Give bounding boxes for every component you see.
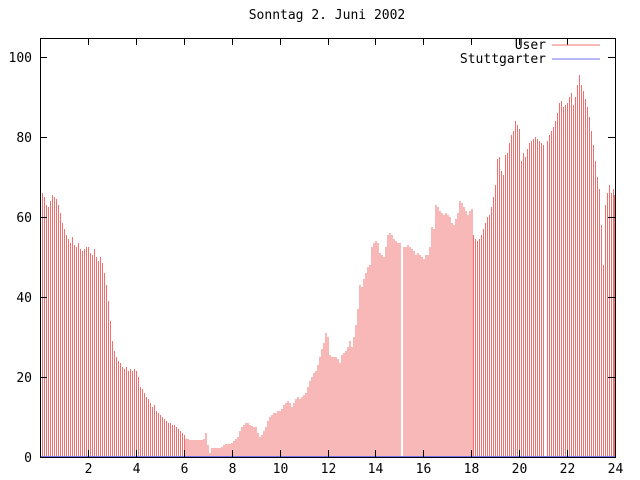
y-tick-label: 40 [16, 291, 32, 306]
x-tick-label: 24 [608, 462, 624, 477]
x-tick-label: 12 [321, 462, 337, 477]
legend: User Stuttgarter [460, 38, 600, 67]
x-tick-label: 6 [181, 462, 189, 477]
y-tick-label: 60 [16, 211, 32, 226]
user-impulses-series [41, 75, 615, 457]
x-tick-label: 14 [368, 462, 384, 477]
chart-title: Sonntag 2. Juni 2002 [249, 8, 406, 23]
legend-label-user: User [515, 38, 546, 53]
axis-ticks [40, 38, 616, 458]
x-tick-label: 4 [133, 462, 141, 477]
x-tick-label: 22 [560, 462, 576, 477]
y-tick-label: 100 [9, 51, 32, 66]
y-tick-label: 20 [16, 371, 32, 386]
x-tick-label: 10 [273, 462, 289, 477]
y-tick-label: 80 [16, 131, 32, 146]
x-tick-label: 8 [229, 462, 237, 477]
x-tick-label: 16 [416, 462, 432, 477]
x-tick-label: 18 [464, 462, 480, 477]
x-tick-label: 2 [85, 462, 93, 477]
legend-label-stuttgarter: Stuttgarter [460, 52, 546, 67]
x-tick-label: 20 [512, 462, 528, 477]
y-tick-label: 0 [24, 451, 32, 466]
